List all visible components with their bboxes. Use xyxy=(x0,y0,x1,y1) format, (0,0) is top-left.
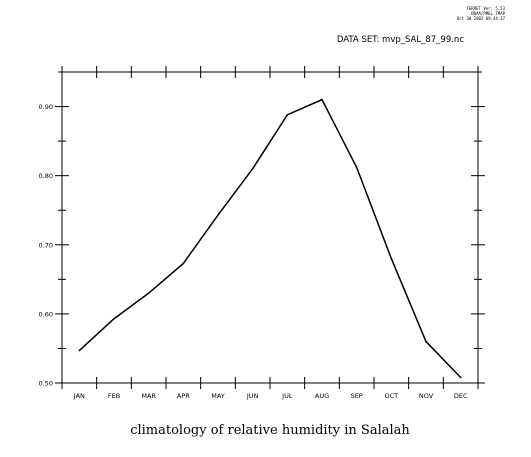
x-tick-label: MAY xyxy=(211,392,225,400)
data-point-may xyxy=(217,214,219,216)
x-tick-label: AUG xyxy=(315,392,329,400)
y-tick-label: 0.80 xyxy=(39,172,53,180)
data-point-aug xyxy=(321,98,323,101)
series-line-relative-humidity xyxy=(78,98,462,378)
x-tick-label: JUL xyxy=(281,392,293,400)
chart-title: climatology of relative humidity in Sala… xyxy=(130,423,410,438)
ferret-version: FERRET Ver. 5.53 xyxy=(466,6,505,11)
x-tick-label: JAN xyxy=(73,392,85,400)
dataset-label: DATA SET: mvp_SAL_87_99.nc xyxy=(337,35,464,45)
data-point-jun xyxy=(251,167,254,170)
x-tick-label: MAR xyxy=(141,392,156,400)
data-point-sep xyxy=(355,166,358,169)
x-tick-label: JUN xyxy=(246,392,259,400)
ferret-organization: NOAA/PMEL TMAP xyxy=(471,11,505,16)
y-tick-label: 0.90 xyxy=(39,103,53,111)
x-tick-label: FEB xyxy=(108,392,120,400)
y-tick-label: 0.50 xyxy=(39,380,53,388)
data-point-mar xyxy=(147,292,150,294)
data-point-oct xyxy=(390,257,393,260)
data-point-nov xyxy=(425,340,427,343)
data-point-jan xyxy=(78,349,81,352)
plot-frame xyxy=(61,71,479,384)
data-point-feb xyxy=(113,317,115,320)
ferret-date: Oct 30 2002 09:44:37 xyxy=(457,16,506,21)
x-tick-label: NOV xyxy=(419,392,434,400)
data-point-apr xyxy=(182,262,185,265)
data-point-jul xyxy=(286,114,289,116)
y-tick-label: 0.60 xyxy=(39,310,53,318)
y-tick-label: 0.70 xyxy=(39,241,53,249)
x-tick-label: DEC xyxy=(454,392,468,400)
x-axis: JAN FEB MAR APR MAY JUN JUL AUG SEP OCT NOV DEC xyxy=(61,66,479,400)
x-tick-label: APR xyxy=(177,392,190,400)
data-point-dec xyxy=(459,376,462,379)
x-tick-label: SEP xyxy=(351,392,363,400)
x-tick-label: OCT xyxy=(385,392,399,400)
y-axis: 0.50 0.60 0.70 0.80 0.90 xyxy=(39,71,485,388)
